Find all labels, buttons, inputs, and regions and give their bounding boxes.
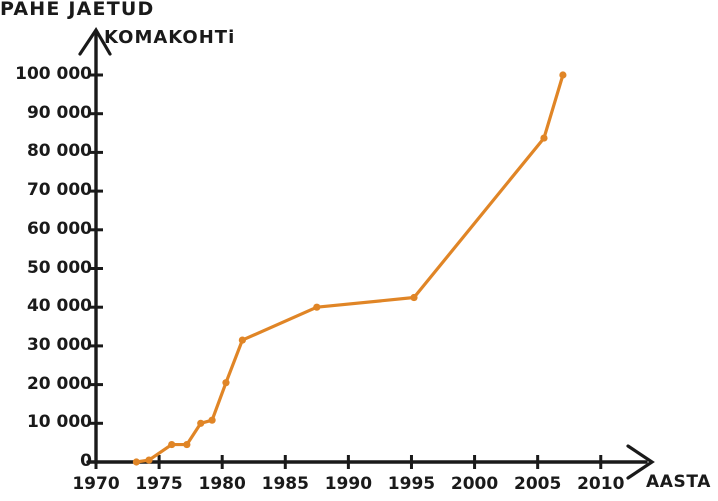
y-axis-tick-label: 50 000 — [26, 257, 92, 278]
y-axis-tick-label: 30 000 — [26, 334, 92, 355]
y-axis-tick-label: 60 000 — [26, 218, 92, 239]
y-axis-tick-label: 100 000 — [15, 64, 92, 84]
x-axis-tick-label: 2005 — [513, 474, 562, 494]
x-axis-arrow-icon — [626, 444, 655, 480]
data-point — [238, 336, 246, 344]
y-axis-tick-label: 10 000 — [26, 412, 92, 433]
x-axis-title: AASTA — [646, 472, 711, 492]
x-axis-tick-label: 2010 — [577, 474, 625, 494]
data-point — [208, 416, 216, 424]
data-point — [168, 440, 176, 449]
x-axis-tick-label: 1990 — [324, 474, 373, 494]
x-axis-tick-marks — [94, 455, 603, 469]
chart-title-line-2: KOMAKOHTi — [104, 27, 236, 48]
data-point — [183, 440, 191, 449]
x-axis-tick-label: 1975 — [135, 474, 183, 494]
data-point — [559, 71, 567, 79]
data-point — [222, 379, 230, 387]
y-axis-tick-label: 70 000 — [26, 180, 92, 201]
x-axis-tick-label: 1970 — [72, 474, 120, 494]
y-axis-tick-label: 20 000 — [26, 373, 92, 394]
data-series-line — [134, 73, 565, 464]
data-point — [197, 419, 205, 427]
data-point — [132, 458, 140, 466]
data-series-markers — [132, 71, 567, 466]
data-point — [540, 134, 548, 142]
y-axis-arrow-icon — [78, 26, 112, 56]
y-axis-tick-label: 90 000 — [26, 102, 92, 123]
chart-title-line-1: PÄHE JÄETUD — [0, 0, 155, 20]
data-point — [145, 456, 153, 464]
y-axis-tick-label: 0 — [80, 451, 92, 471]
data-point — [410, 293, 418, 302]
y-axis-tick-label: 80 000 — [26, 141, 92, 162]
data-point — [313, 303, 321, 311]
x-axis-tick-label: 1980 — [198, 474, 246, 494]
y-axis-tick-label: 40 000 — [26, 296, 92, 317]
x-axis-tick-label: 1985 — [261, 474, 309, 494]
x-axis-tick-label: 1995 — [387, 474, 436, 494]
x-axis-tick-label: 2000 — [450, 474, 499, 494]
